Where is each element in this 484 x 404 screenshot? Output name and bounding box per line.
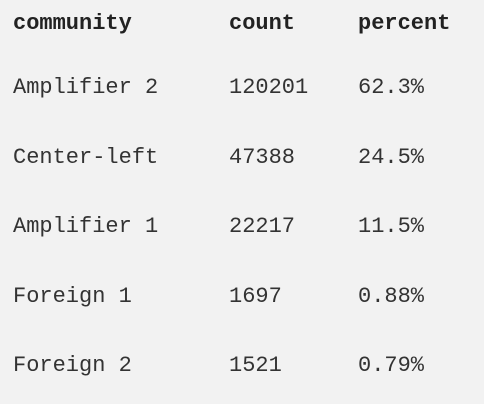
cell-percent: 0.79%: [358, 353, 425, 379]
header-community: community: [13, 10, 132, 36]
cell-community: Center-left: [13, 144, 159, 170]
cell-percent: 11.5%: [358, 214, 425, 240]
cell-community: Amplifier 1: [13, 214, 159, 240]
community-table: community count percent Amplifier 2 1202…: [13, 8, 478, 401]
cell-percent: 62.3%: [358, 75, 425, 101]
cell-community: Amplifier 2: [13, 75, 159, 101]
cell-count: 47388: [229, 144, 296, 170]
cell-community: Foreign 1: [13, 283, 132, 309]
cell-percent: 24.5%: [358, 144, 425, 170]
header-count: count: [229, 10, 296, 36]
table-row: Foreign 1 1697 0.88%: [13, 262, 478, 332]
cell-count: 1697: [229, 283, 282, 309]
table-header-row: community count percent: [13, 8, 478, 38]
table-row: Amplifier 2 120201 62.3%: [13, 53, 478, 123]
cell-community: Foreign 2: [13, 353, 132, 379]
table-row: Amplifier 1 22217 11.5%: [13, 192, 478, 262]
table-row: Center-left 47388 24.5%: [13, 123, 478, 193]
header-percent: percent: [358, 10, 451, 36]
cell-percent: 0.88%: [358, 283, 425, 309]
table-row: Foreign 2 1521 0.79%: [13, 331, 478, 401]
cell-count: 120201: [229, 75, 309, 101]
cell-count: 1521: [229, 353, 282, 379]
cell-count: 22217: [229, 214, 296, 240]
